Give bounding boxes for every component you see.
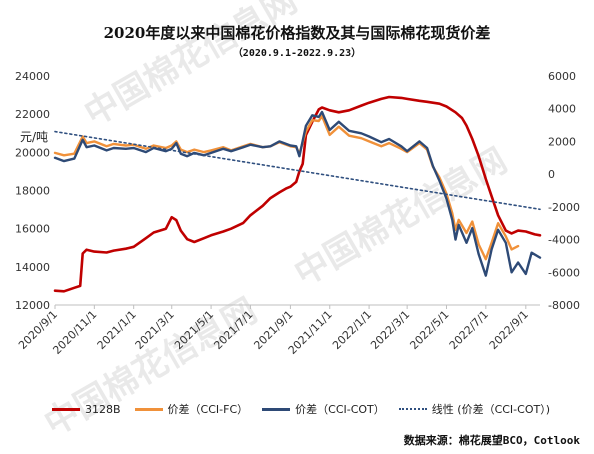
x-tick-label: 2021/5/1: [172, 308, 216, 352]
legend-item-3128b: 3128B: [52, 403, 121, 416]
chart-legend: 3128B 价差（CCI-FC） 价差（CCI-COT） 线性 (价差（CCI-…: [52, 401, 564, 417]
legend-item-trend: 线性 (价差（CCI-COT）): [398, 401, 550, 417]
y-left-tick-label: 20000: [15, 146, 50, 159]
legend-swatch-cci-fc: [134, 407, 163, 411]
y-right-tick-label: -4000: [548, 234, 580, 247]
y-left-tick-label: 22000: [15, 108, 50, 121]
x-tick-label: 2022/1/1: [330, 308, 374, 352]
y-left-tick-label: 14000: [15, 261, 50, 274]
legend-item-cci-cot: 价差（CCI-COT）: [262, 401, 385, 417]
chart-title: 2020年度以来中国棉花价格指数及其与国际棉花现货价差: [103, 24, 491, 42]
data-source: 数据来源：棉花展望BCO，Cotlook: [403, 434, 580, 447]
legend-swatch-trend: [398, 408, 427, 410]
legend-label-trend: 线性 (价差（CCI-COT）): [431, 403, 550, 416]
legend-swatch-cci-cot: [262, 407, 291, 411]
legend-label-cci-cot: 价差（CCI-COT）: [295, 403, 385, 416]
y-right-tick-label: -2000: [548, 201, 580, 214]
y-right-tick-label: -6000: [548, 266, 580, 279]
chart-subtitle: （2020.9.1-2022.9.23）: [232, 48, 362, 59]
x-tick-label: 2022/9/1: [487, 308, 531, 352]
y-left-tick-label: 18000: [15, 185, 50, 198]
x-tick-label: 2022/5/1: [407, 308, 451, 352]
legend-label-3128b: 3128B: [85, 402, 121, 416]
y-left-tick-label: 16000: [15, 223, 50, 236]
x-tick-label: 2021/1/1: [95, 308, 139, 352]
y-left-tick-label: 12000: [15, 299, 50, 312]
x-tick-label: 2021/7/1: [211, 308, 255, 352]
y-right-tick-label: 0: [548, 168, 555, 181]
series-3128b: [53, 95, 542, 293]
x-tick-label: 2022/7/1: [447, 308, 491, 352]
y-right-tick-label: 2000: [548, 135, 576, 148]
legend-swatch-3128b: [52, 407, 80, 411]
y-right-tick-label: 6000: [548, 70, 576, 83]
legend-label-cci-fc: 价差（CCI-FC）: [167, 403, 249, 416]
trendline-cci-cot: [54, 130, 541, 211]
series-cci-cot: [53, 110, 542, 277]
y-left-tick-label: 24000: [15, 70, 50, 83]
x-tick-label: 2021/3/1: [133, 308, 177, 352]
y-axis-unit: 元/吨: [20, 130, 49, 144]
x-tick-label: 2022/3/1: [368, 308, 412, 352]
legend-item-cci-fc: 价差（CCI-FC）: [134, 401, 249, 417]
y-right-tick-label: -8000: [548, 299, 580, 312]
y-right-tick-label: 4000: [548, 103, 576, 116]
